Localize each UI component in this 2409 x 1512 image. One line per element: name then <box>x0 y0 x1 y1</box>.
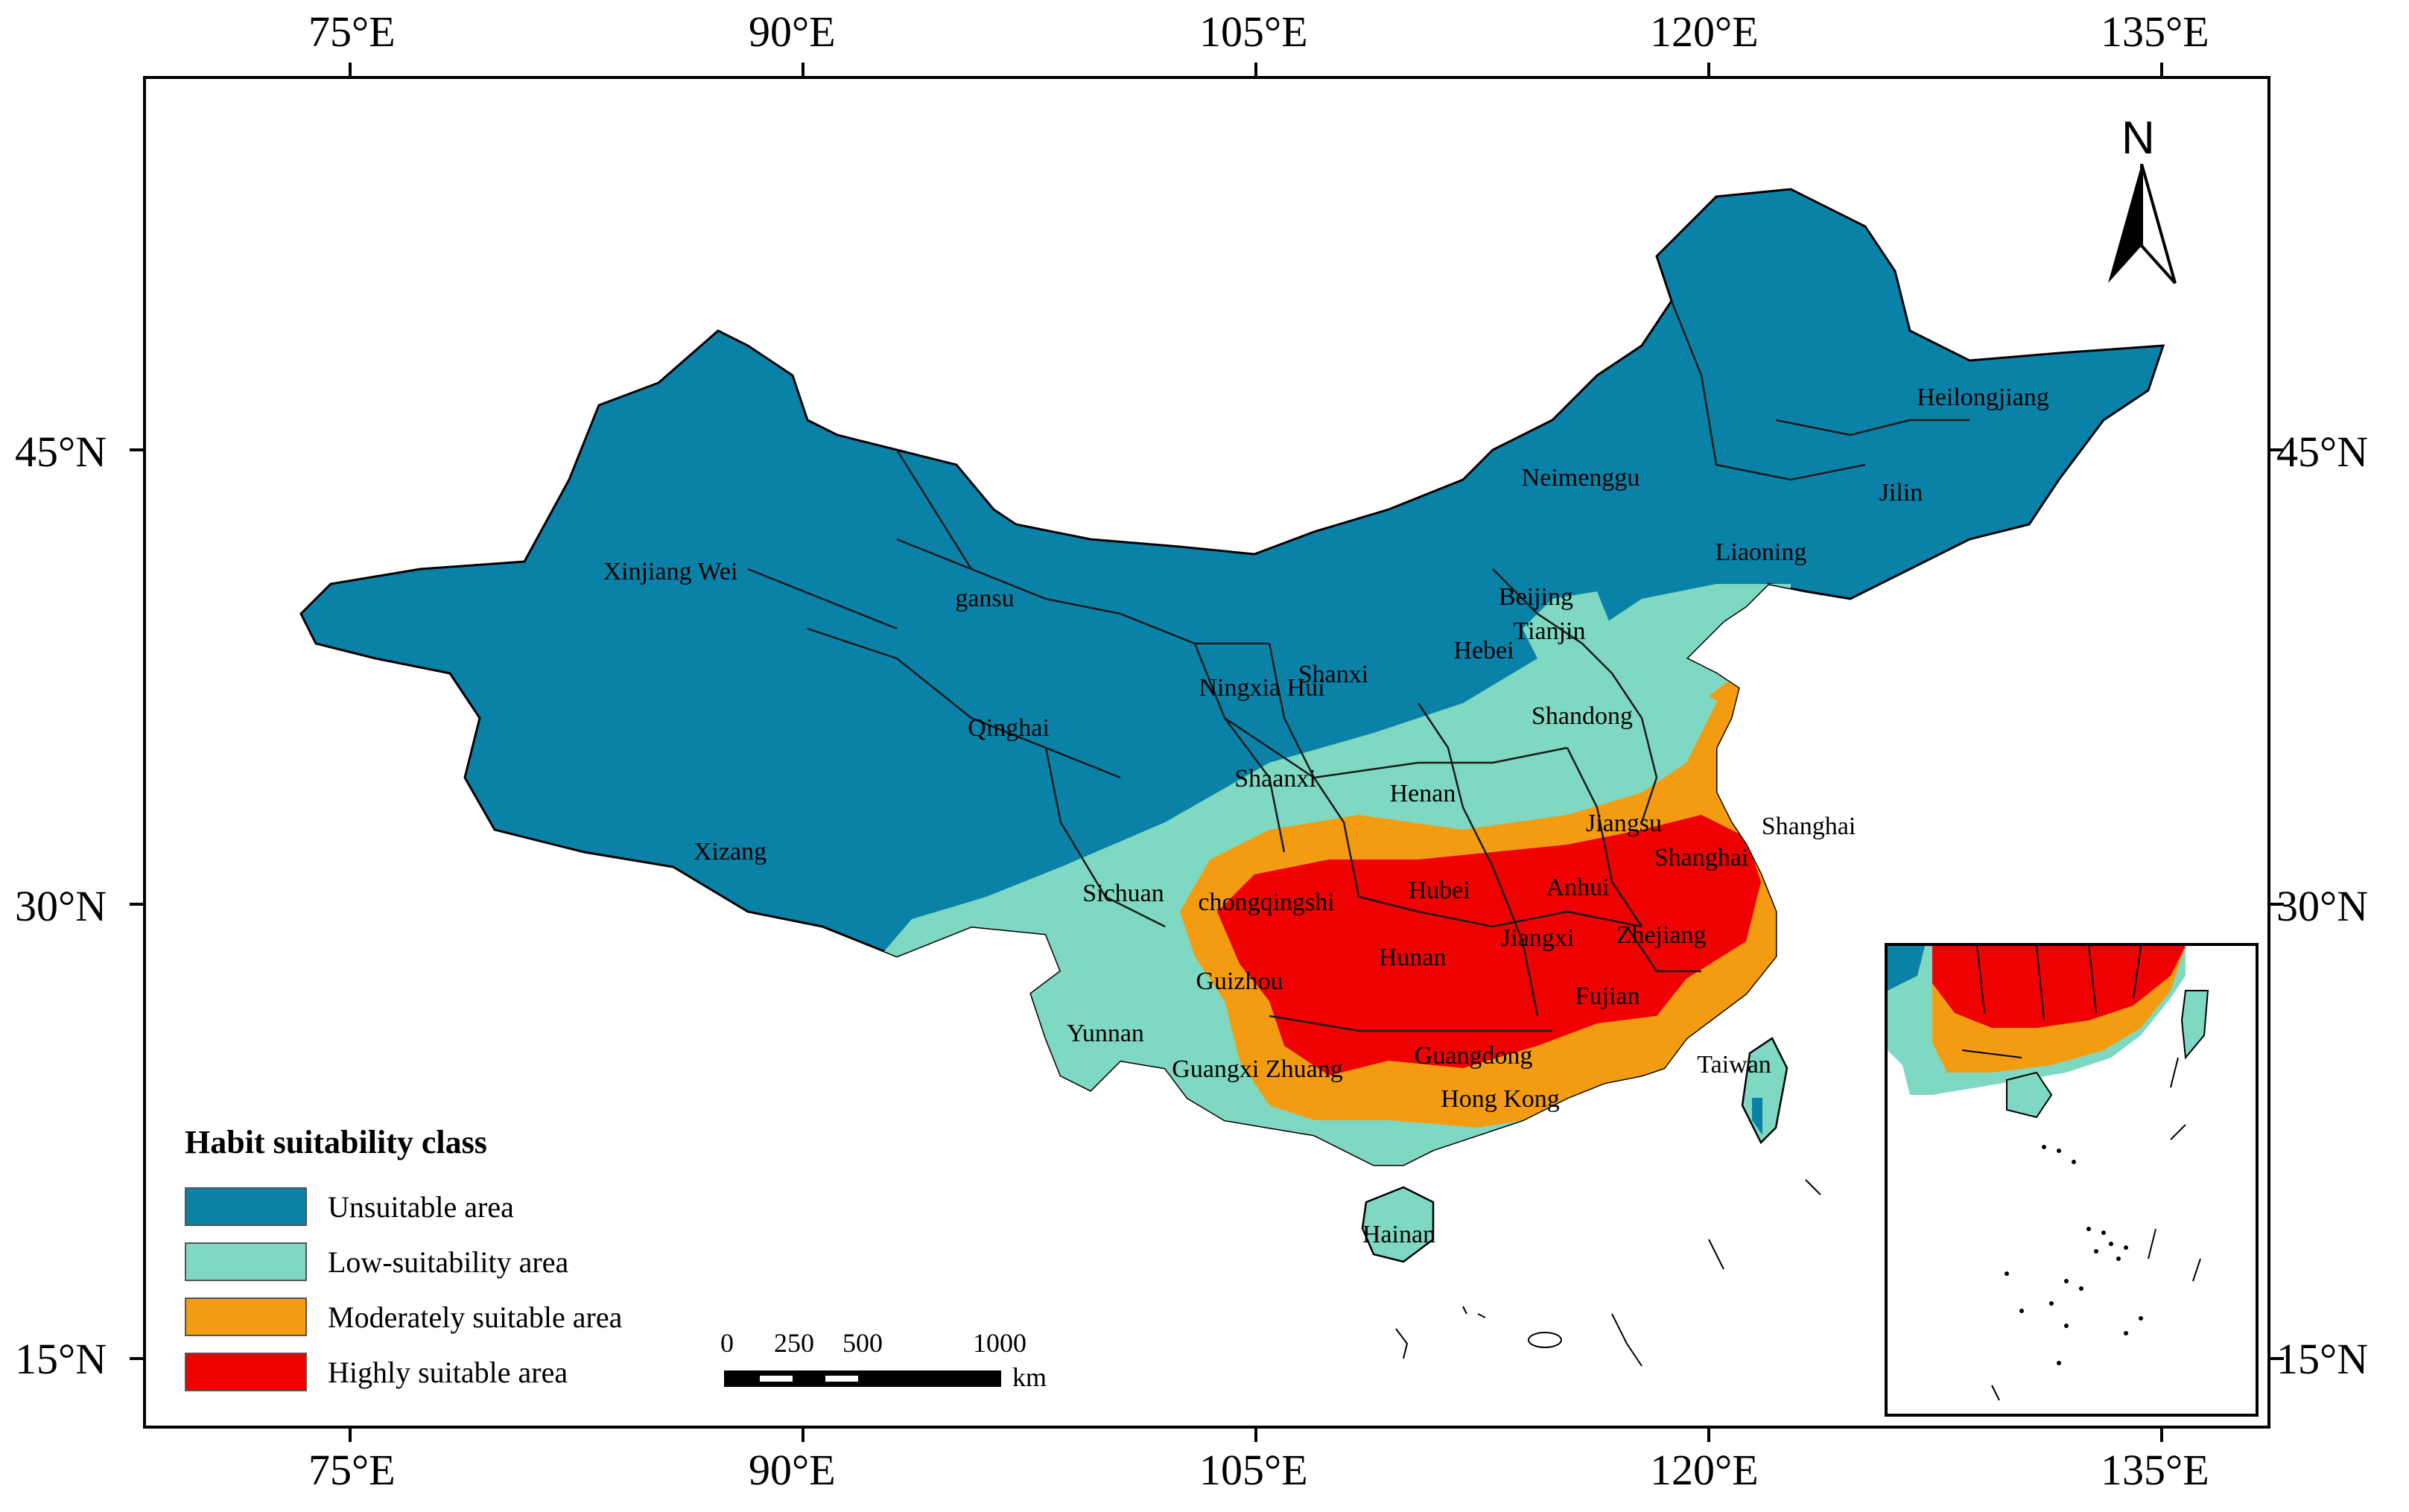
province-label: Liaoning <box>1715 539 1807 566</box>
y-tick-left-30: 30°N <box>15 882 107 930</box>
x-tick-top-75: 75°E <box>308 7 396 56</box>
province-label: Neimenggu <box>1521 464 1640 492</box>
north-arrow-icon <box>2108 164 2177 285</box>
province-label: Guizhou <box>1196 968 1283 995</box>
province-label: Yunnan <box>1067 1020 1144 1047</box>
province-label: gansu <box>955 585 1015 612</box>
scale-label-1000: 1000 <box>973 1328 1026 1358</box>
x-tick-top-105: 105°E <box>1199 7 1308 56</box>
scale-label-250: 250 <box>774 1328 814 1358</box>
y-tick-left-45: 45°N <box>15 428 107 476</box>
province-label: Xinjiang Wei <box>603 558 738 585</box>
x-tick-top-90: 90°E <box>749 7 836 56</box>
province-label: Zhejiang <box>1616 921 1707 949</box>
x-tick-bottom-105: 105°E <box>1199 1446 1308 1494</box>
legend-item-high: Highly suitable area <box>185 1352 622 1392</box>
province-label: Shanxi <box>1298 661 1369 688</box>
x-tick-top-135: 135°E <box>2101 7 2209 56</box>
province-label: Henan <box>1389 780 1456 807</box>
legend-item-low: Low-suitability area <box>185 1242 622 1282</box>
x-tick-bottom-120: 120°E <box>1650 1446 1759 1494</box>
china-suitability-map <box>299 188 2165 1367</box>
province-label: Heilongjiang <box>1917 384 2049 411</box>
province-label: Hong Kong <box>1441 1085 1560 1113</box>
x-tick-bottom-90: 90°E <box>749 1446 836 1494</box>
scale-label-0: 0 <box>720 1328 734 1358</box>
legend: Habit suitability class Unsuitable area … <box>185 1123 622 1407</box>
north-arrow-letter: N <box>2121 112 2155 164</box>
province-label: Guangxi Zhuang <box>1172 1055 1343 1083</box>
province-label: Sichuan <box>1082 880 1164 907</box>
y-tick-right-30: 30°N <box>2276 882 2369 930</box>
province-label: Shaanxi <box>1234 765 1316 792</box>
province-label: Hubei <box>1408 877 1470 904</box>
y-tick-left-15: 15°N <box>15 1335 107 1383</box>
province-label: Jiangxi <box>1500 924 1575 952</box>
inset-map-drawing <box>1888 946 2209 1401</box>
scale-unit: km <box>1012 1362 1047 1392</box>
province-label: Tianjin <box>1513 617 1586 645</box>
province-label: Guangdong <box>1414 1042 1533 1070</box>
x-tick-bottom-75: 75°E <box>308 1446 396 1494</box>
province-label: Shandong <box>1532 702 1633 730</box>
legend-label: Highly suitable area <box>328 1355 568 1389</box>
legend-swatch <box>185 1187 307 1226</box>
province-label: Hunan <box>1378 944 1447 971</box>
province-label: Taiwan <box>1697 1051 1771 1079</box>
x-tick-top-120: 120°E <box>1650 7 1759 56</box>
legend-label: Moderately suitable area <box>328 1300 623 1334</box>
province-label: Qinghai <box>968 714 1050 742</box>
map-frame: Heilongjiang Jilin Liaoning Neimenggu Be… <box>143 76 2270 1429</box>
legend-title: Habit suitability class <box>185 1124 487 1160</box>
province-label: Beijing <box>1498 583 1574 611</box>
legend-label: Low-suitability area <box>328 1245 569 1279</box>
province-label: chongqingshi <box>1198 889 1335 916</box>
scale-bar-graphic <box>724 1370 1001 1387</box>
province-label: Jiangsu <box>1586 810 1662 837</box>
inset-map <box>1885 943 2259 1417</box>
legend-swatch <box>185 1297 307 1336</box>
province-label: Shanghai <box>1654 844 1749 871</box>
y-tick-right-45: 45°N <box>2276 428 2369 476</box>
province-label: Fujian <box>1575 982 1640 1010</box>
legend-item-moderate: Moderately suitable area <box>185 1297 622 1337</box>
province-label: Anhui <box>1546 874 1610 901</box>
province-label: Xizang <box>693 838 767 865</box>
scale-label-500: 500 <box>842 1328 883 1358</box>
legend-item-unsuitable: Unsuitable area <box>185 1187 622 1227</box>
province-label: Shanghai <box>1761 813 1856 840</box>
province-label: Jilin <box>1879 479 1923 506</box>
y-tick-right-15: 15°N <box>2276 1335 2369 1383</box>
x-tick-bottom-135: 135°E <box>2101 1446 2209 1494</box>
province-label: Hainan <box>1362 1221 1436 1248</box>
legend-label: Unsuitable area <box>328 1189 514 1224</box>
province-label: Ningxia Hui <box>1199 674 1325 702</box>
province-label: Hebei <box>1453 637 1514 664</box>
legend-swatch <box>185 1353 307 1391</box>
legend-swatch <box>185 1242 307 1281</box>
